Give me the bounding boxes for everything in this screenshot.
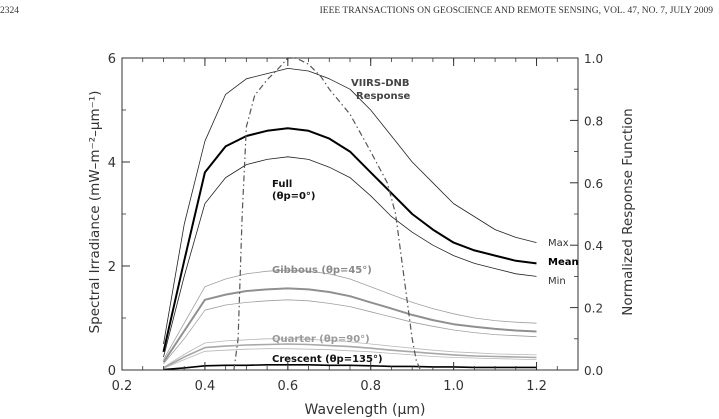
page-number: 2324 xyxy=(0,6,19,16)
y-right-tick-label: 0.0 xyxy=(584,364,603,378)
y-right-tick-label: 0.2 xyxy=(584,302,603,316)
series-line-full-max xyxy=(163,68,537,345)
response-function-line xyxy=(233,57,422,371)
max-label: Max xyxy=(548,238,569,249)
series-line-quarter-max xyxy=(163,338,537,368)
y-right-tick-label: 0.8 xyxy=(584,114,603,128)
x-axis-label: Wavelength (μm) xyxy=(305,402,426,418)
x-tick-label: 0.4 xyxy=(195,379,216,394)
x-tick-label: 1.0 xyxy=(443,379,464,394)
min-label: Min xyxy=(548,276,566,287)
series-line-quarter-min xyxy=(163,348,537,369)
y-right-tick-label: 1.0 xyxy=(584,52,603,66)
response-label-line2: Response xyxy=(356,91,411,102)
y-left-tick-label: 4 xyxy=(108,156,116,171)
y-left-tick-label: 0 xyxy=(108,364,116,379)
full-label-line2: (θp=0°) xyxy=(272,191,316,202)
series-line-full-mean xyxy=(162,127,537,353)
response-label-line1: VIIRS-DNB xyxy=(351,78,410,89)
journal-header: IEEE TRANSACTIONS ON GEOSCIENCE AND REMO… xyxy=(319,6,713,16)
series-line-quarter-mean xyxy=(163,343,537,369)
full-label-line1: Full xyxy=(272,179,292,190)
y-axis-right-label: Normalized Response Function xyxy=(620,108,636,315)
series-line-full-min xyxy=(163,156,537,358)
quarter-label: Quarter (θp=90°) xyxy=(272,334,370,345)
y-axis-left-label: Spectral Irradiance (mW–m⁻²–μm⁻¹) xyxy=(87,91,103,334)
crescent-label: Crescent (θp=135°) xyxy=(272,354,383,365)
y-right-tick-label: 0.4 xyxy=(584,239,603,253)
x-tick-label: 0.8 xyxy=(360,379,381,394)
y-left-tick-label: 2 xyxy=(108,260,116,275)
y-right-tick-label: 0.6 xyxy=(584,177,603,191)
series-line-gibbous-mean xyxy=(162,287,537,363)
x-tick-label: 0.2 xyxy=(112,379,133,394)
tick-group: 0.2 0.4 0.6 0.8 1.0 1.2 0 2 4 6 0.0 0.2 0.4 0.6 0.8 1.0 xyxy=(108,52,603,394)
series-group xyxy=(162,68,537,371)
response-group xyxy=(233,57,422,371)
mean-label: Mean xyxy=(548,257,579,268)
x-tick-label: 0.6 xyxy=(277,379,298,394)
y-left-tick-label: 6 xyxy=(108,52,116,67)
x-tick-label: 1.2 xyxy=(526,379,547,394)
gibbous-label: Gibbous (θp=45°) xyxy=(272,265,372,276)
series-line-gibbous-max xyxy=(163,269,537,360)
series-line-gibbous-min xyxy=(163,299,537,365)
